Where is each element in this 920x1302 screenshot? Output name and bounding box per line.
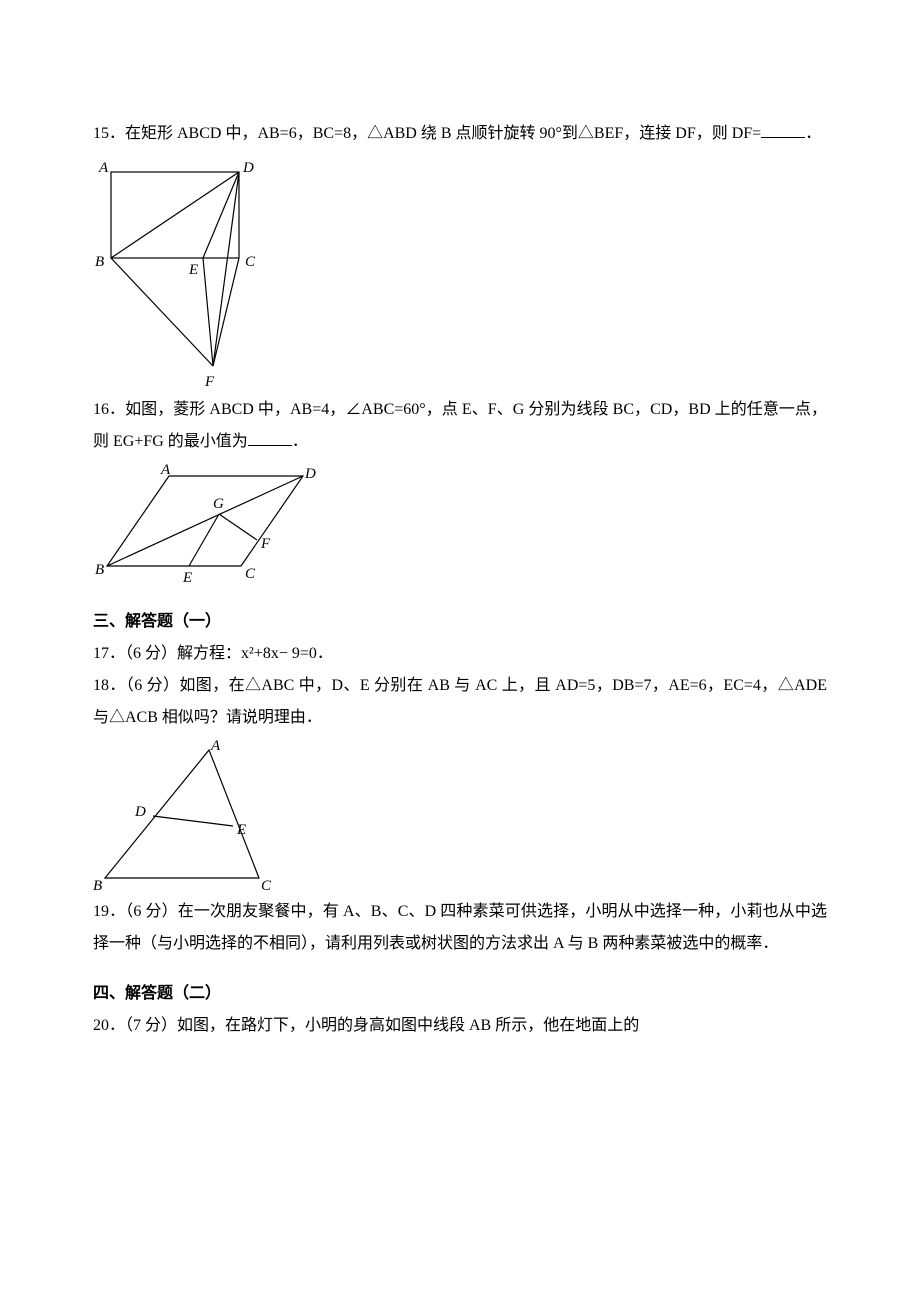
q16-text: 16．如图，菱形 ABCD 中，AB=4，∠ABC=60°，点 E、F、G 分别… (93, 401, 827, 450)
q15-text: 15．在矩形 ABCD 中，AB=6，BC=8，△ABD 绕 B 点顺针旋转 9… (93, 125, 761, 142)
section-3-heading: 三、解答题（一） (93, 606, 827, 638)
svg-text:D: D (242, 160, 254, 176)
svg-text:B: B (93, 878, 102, 894)
q16-blank (248, 431, 292, 446)
q16-svg: A D G F B E C (93, 462, 325, 586)
svg-text:E: E (188, 262, 198, 278)
svg-text:C: C (245, 566, 256, 582)
svg-text:D: D (304, 466, 316, 482)
q15-after: ． (805, 125, 821, 142)
document-page: 15．在矩形 ABCD 中，AB=6，BC=8，△ABD 绕 B 点顺针旋转 9… (0, 0, 920, 1302)
spacer-2 (93, 960, 827, 978)
question-19: 19．（6 分）在一次朋友聚餐中，有 A、B、C、D 四种素菜可供选择，小明从中… (93, 896, 827, 960)
svg-text:E: E (236, 822, 246, 838)
svg-text:D: D (134, 804, 146, 820)
svg-text:B: B (95, 254, 104, 270)
svg-text:C: C (245, 254, 256, 270)
q15-svg: A D B E C F (93, 154, 269, 392)
svg-text:F: F (260, 536, 271, 552)
svg-text:A: A (98, 160, 109, 176)
svg-text:C: C (261, 878, 272, 894)
q15-blank (761, 123, 805, 138)
question-20: 20．（7 分）如图，在路灯下，小明的身高如图中线段 AB 所示，他在地面上的 (93, 1010, 827, 1042)
q16-after: ． (292, 433, 308, 450)
q18-svg: A D E B C (93, 738, 277, 894)
question-18: 18．（6 分）如图，在△ABC 中，D、E 分别在 AB 与 AC 上，且 A… (93, 670, 827, 734)
svg-text:A: A (160, 462, 171, 478)
svg-text:A: A (210, 738, 221, 754)
svg-text:F: F (204, 374, 215, 390)
spacer (93, 588, 827, 606)
section-4-heading: 四、解答题（二） (93, 978, 827, 1010)
svg-text:B: B (95, 562, 104, 578)
svg-text:G: G (213, 496, 224, 512)
question-17: 17．（6 分）解方程：x²+8x− 9=0． (93, 638, 827, 670)
question-15: 15．在矩形 ABCD 中，AB=6，BC=8，△ABD 绕 B 点顺针旋转 9… (93, 118, 827, 150)
q16-figure: A D G F B E C (93, 462, 827, 586)
svg-text:E: E (182, 570, 192, 586)
q18-figure: A D E B C (93, 738, 827, 894)
question-16: 16．如图，菱形 ABCD 中，AB=4，∠ABC=60°，点 E、F、G 分别… (93, 394, 827, 458)
q15-figure: A D B E C F (93, 154, 827, 392)
